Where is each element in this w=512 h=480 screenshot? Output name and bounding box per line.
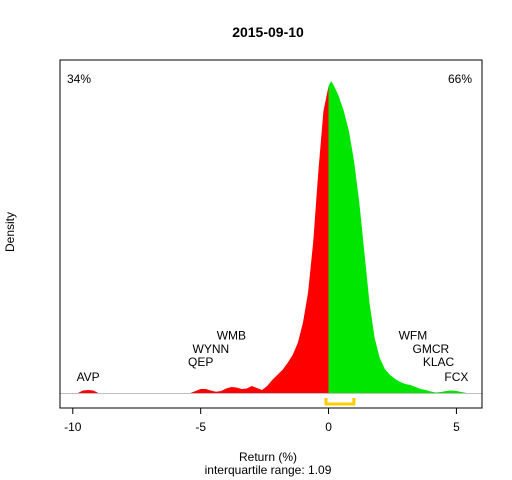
x-axis: -10 -5 0 5 (64, 407, 460, 434)
stock-label: KLAC (423, 355, 455, 369)
positive-percentage-label: 66% (448, 72, 472, 86)
x-tick-label: -10 (64, 420, 82, 434)
y-axis-label: Density (3, 212, 17, 252)
stock-label: WMB (217, 329, 246, 343)
negative-density-area (77, 86, 329, 393)
stock-label: AVP (77, 370, 100, 384)
chart-title: 2015-09-10 (232, 24, 304, 40)
x-tick-label: -5 (195, 420, 206, 434)
x-axis-label: Return (%) (239, 450, 297, 464)
x-tick-label: 5 (453, 420, 460, 434)
stock-label: WFM (399, 329, 428, 343)
negative-percentage-label: 34% (67, 72, 91, 86)
iqr-subtitle: interquartile range: 1.09 (205, 463, 332, 477)
stock-label: WYNN (193, 342, 230, 356)
stock-label: QEP (188, 355, 213, 369)
x-tick-label: 0 (325, 420, 332, 434)
iqr-bracket (324, 398, 356, 406)
plot-frame (59, 59, 483, 409)
positive-density-area (328, 81, 467, 393)
stock-label: FCX (444, 370, 468, 384)
stock-label: GMCR (413, 342, 450, 356)
